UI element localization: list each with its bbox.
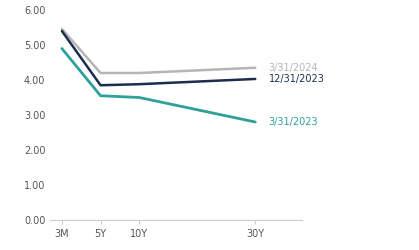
Text: 12/31/2023: 12/31/2023 [269, 74, 325, 84]
Text: 3/31/2023: 3/31/2023 [269, 117, 318, 127]
Text: 3/31/2024: 3/31/2024 [269, 63, 318, 73]
